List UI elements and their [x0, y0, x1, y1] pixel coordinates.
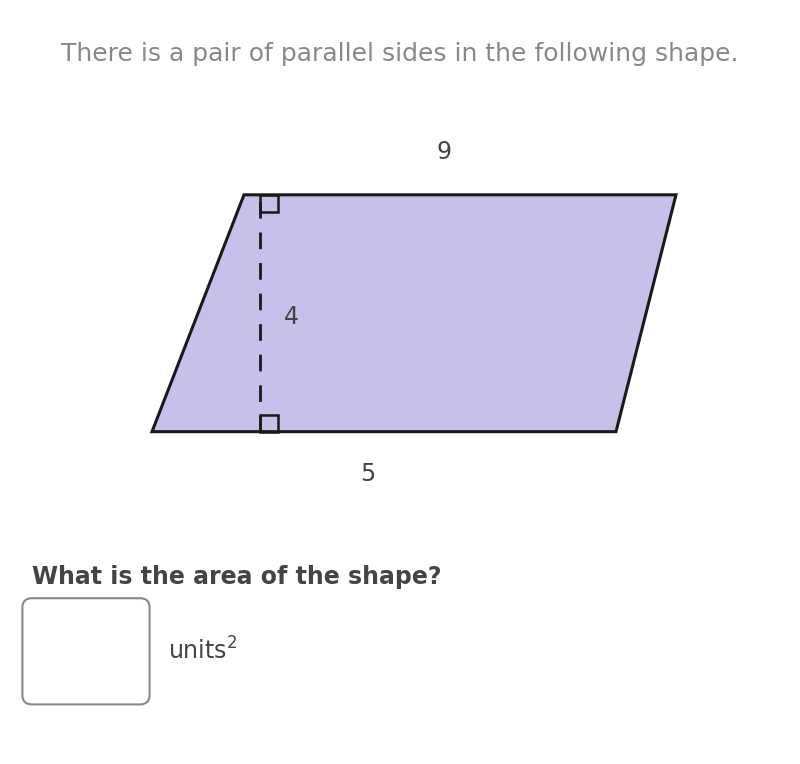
Text: What is the area of the shape?: What is the area of the shape? — [32, 565, 442, 589]
Text: units$^2$: units$^2$ — [168, 637, 238, 665]
Text: There is a pair of parallel sides in the following shape.: There is a pair of parallel sides in the… — [62, 42, 738, 66]
Text: 4: 4 — [284, 305, 299, 329]
Text: 9: 9 — [437, 141, 451, 164]
Text: 5: 5 — [360, 462, 376, 486]
FancyBboxPatch shape — [22, 598, 150, 704]
Polygon shape — [152, 195, 676, 432]
